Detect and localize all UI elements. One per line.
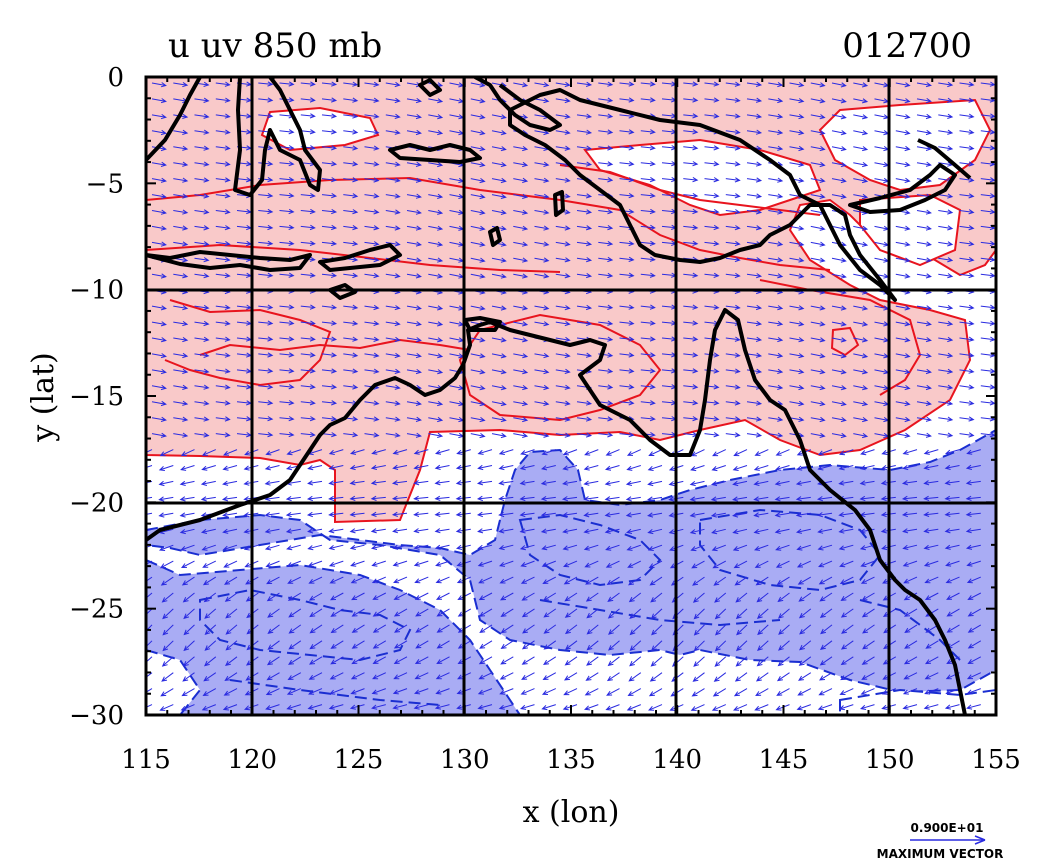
wind-vectors (146, 81, 996, 711)
x-tick-labels: 115 120 125 130 135 140 145 150 155 (121, 745, 1021, 775)
x-tick-label: 130 (440, 745, 490, 775)
map-timestamp: 012700 (842, 26, 972, 66)
y-tick-label: −5 (86, 169, 124, 199)
x-tick-label: 145 (759, 745, 809, 775)
x-tick-label: 150 (865, 745, 915, 775)
y-axis-title: y (lat) (26, 352, 61, 442)
vector-legend: 0.900E+01 MAXIMUM VECTOR (877, 821, 1004, 861)
y-tick-label: −25 (69, 595, 124, 625)
x-tick-label: 115 (121, 745, 171, 775)
map-area (146, 77, 996, 715)
y-tick-label: −30 (69, 701, 124, 731)
y-tick-labels: 0 −5 −10 −15 −20 −25 −30 (69, 63, 124, 731)
y-tick-label: 0 (107, 63, 124, 93)
x-tick-label: 155 (971, 745, 1021, 775)
y-tick-label: −20 (69, 488, 124, 518)
x-axis-title: x (lon) (523, 795, 620, 830)
x-tick-label: 140 (652, 745, 702, 775)
map-title: u uv 850 mb (168, 26, 382, 66)
map-grid (146, 77, 996, 715)
y-tick-label: −15 (69, 382, 124, 412)
vector-magnitude: 0.900E+01 (911, 821, 984, 835)
vector-legend-label: MAXIMUM VECTOR (877, 847, 1004, 861)
x-tick-label: 120 (227, 745, 277, 775)
y-tick-label: −10 (69, 276, 124, 306)
x-tick-label: 135 (546, 745, 596, 775)
negative-u-region (146, 428, 996, 694)
x-tick-label: 125 (334, 745, 384, 775)
tick-marks (145, 76, 997, 716)
